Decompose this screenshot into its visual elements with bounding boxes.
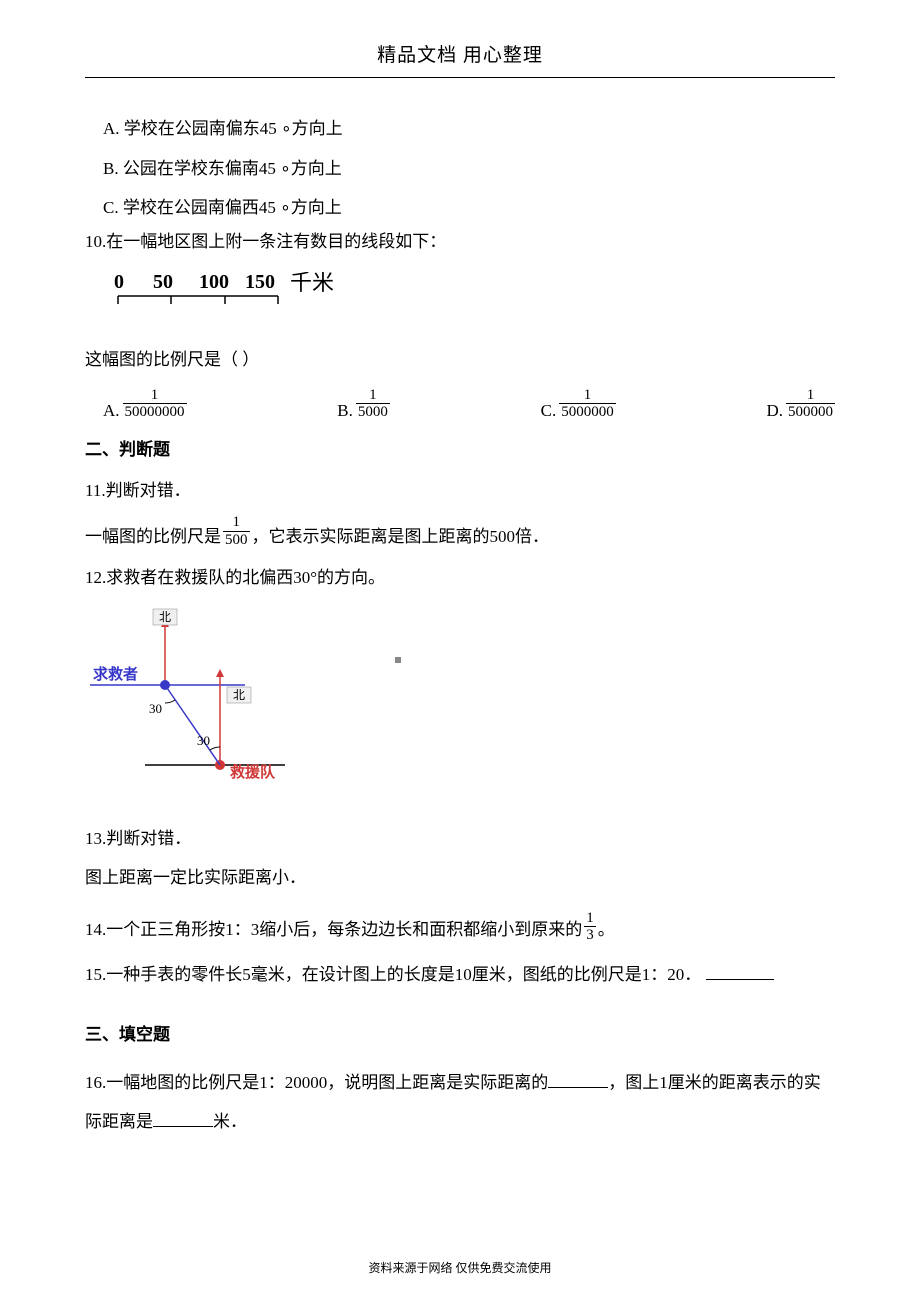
angle-label-1: 30	[149, 701, 162, 716]
q10-option-b: B. 1 5000	[337, 387, 390, 421]
q15-text: 15.一种手表的零件长5毫米，在设计图上的长度是10厘米，图纸的比例尺是1：20…	[85, 965, 701, 984]
scale-tick-150: 150	[245, 272, 275, 293]
q16-d: 米．	[213, 1112, 247, 1131]
frac-den: 500	[223, 532, 250, 549]
q11-post: ，它表示实际距离是图上距离的500倍．	[252, 522, 550, 547]
q10-option-b-label: B.	[337, 401, 353, 421]
blank-field[interactable]	[548, 1072, 608, 1088]
q10-option-d-label: D.	[766, 401, 783, 421]
q10-option-a-label: A.	[103, 401, 120, 421]
q15: 15.一种手表的零件长5毫米，在设计图上的长度是10厘米，图纸的比例尺是1：20…	[85, 955, 835, 994]
q10-option-d: D. 1 500000	[766, 387, 835, 421]
q11-body: 一幅图的比例尺是 1 500 ，它表示实际距离是图上距离的500倍．	[85, 517, 835, 551]
q11-intro: 11.判断对错．	[85, 478, 835, 504]
q13-body: 图上距离一定比实际距离小．	[85, 865, 835, 891]
q14: 14.一个正三角形按1：3缩小后，每条边边长和面积都缩小到原来的 1 3 。	[85, 913, 835, 947]
scale-bar: 0 50 100 150 千米	[85, 272, 835, 317]
north-label-1: 北	[159, 610, 171, 624]
scale-tick-0: 0	[114, 272, 124, 293]
q16: 16.一幅地图的比例尺是1：20000，说明图上距离是实际距离的 ，图上1厘米的距…	[85, 1063, 835, 1141]
q13-intro: 13.判断对错．	[85, 826, 835, 852]
frac-num: 1	[149, 387, 161, 404]
frac-den: 5000	[356, 404, 390, 421]
q16-b: ，图上1厘米的距离	[608, 1073, 753, 1092]
q16-a: 16.一幅地图的比例尺是1：20000，说明图上距离是实际距离的	[85, 1073, 548, 1092]
frac-den: 5000000	[559, 404, 616, 421]
frac-num: 1	[367, 387, 379, 404]
page-footer: 资料来源于网络 仅供免费交流使用	[0, 1259, 920, 1276]
scale-unit: 千米	[290, 272, 334, 295]
page-header: 精品文档 用心整理	[85, 40, 835, 78]
frac-num: 1	[805, 387, 817, 404]
frac-den: 500000	[786, 404, 835, 421]
q10-option-c: C. 1 5000000	[541, 387, 616, 421]
section3-title: 三、填空题	[85, 1020, 835, 1045]
frac-den: 3	[584, 927, 596, 944]
north-label-2: 北	[233, 688, 245, 702]
q10-question: 这幅图的比例尺是（ ）	[85, 347, 835, 373]
rescuer-label: 求救者	[93, 665, 138, 683]
frac-num: 1	[231, 514, 243, 531]
direction-diagram: 北 求救者 北 救援队 30 30	[85, 605, 835, 810]
q10-option-a: A. 1 50000000	[103, 387, 187, 421]
frac-den: 50000000	[123, 404, 187, 421]
scale-tick-50: 50	[153, 272, 173, 293]
q10-option-c-label: C.	[541, 401, 557, 421]
q10-intro: 10.在一幅地区图上附一条注有数目的线段如下：	[85, 229, 835, 255]
angle-label-2: 30	[197, 733, 210, 748]
team-label: 救援队	[230, 763, 276, 781]
q11-pre: 一幅图的比例尺是	[85, 522, 221, 547]
q14-post: 。	[598, 916, 615, 943]
q10-options-row: A. 1 50000000 B. 1 5000 C. 1 5000000	[85, 387, 835, 421]
section2-title: 二、判断题	[85, 435, 835, 460]
option-b: B. 公园在学校东偏南45 ∘方向上	[85, 156, 835, 182]
q12: 12.求救者在救援队的北偏西30°的方向。	[85, 565, 835, 591]
q14-pre: 14.一个正三角形按1：3缩小后，每条边边长和面积都缩小到原来的	[85, 916, 582, 943]
option-c: C. 学校在公园南偏西45 ∘方向上	[85, 195, 835, 221]
option-a: A. 学校在公园南偏东45 ∘方向上	[85, 116, 835, 142]
blank-field[interactable]	[706, 964, 774, 980]
scale-tick-100: 100	[199, 272, 229, 293]
marker-icon	[395, 650, 401, 668]
frac-num: 1	[584, 910, 596, 927]
blank-field[interactable]	[153, 1111, 213, 1127]
frac-num: 1	[582, 387, 594, 404]
